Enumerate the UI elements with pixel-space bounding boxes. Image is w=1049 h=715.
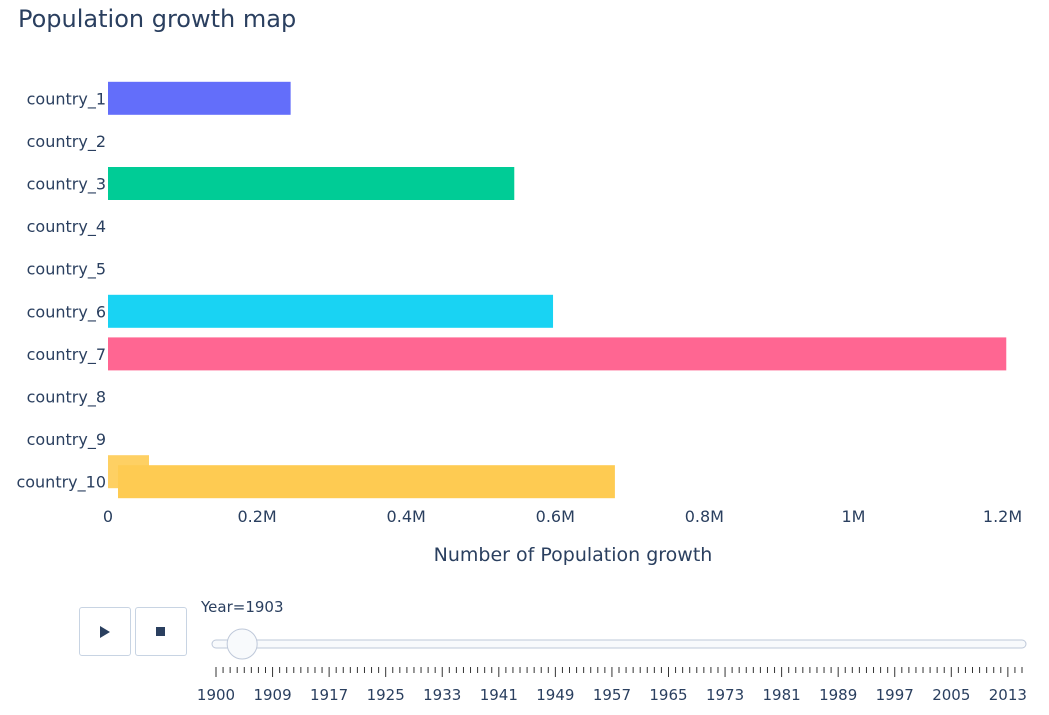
slider-year: 1903 [245, 598, 284, 616]
x-tick-label: 0.4M [387, 507, 426, 526]
y-tick-label: country_1 [27, 89, 106, 109]
slider-handle[interactable] [226, 628, 258, 660]
x-tick-label: 0.6M [536, 507, 575, 526]
slider-tick-label: 2005 [932, 686, 970, 704]
slider-track[interactable] [211, 639, 1027, 649]
slider-tick-label: 1925 [367, 686, 405, 704]
slider-tick-label: 1917 [310, 686, 348, 704]
bar [108, 294, 554, 328]
y-tick-label: country_5 [27, 260, 106, 280]
slider-tick-label: 1933 [423, 686, 461, 704]
slider-tick-label: 1989 [819, 686, 857, 704]
y-tick-label: country_9 [27, 430, 106, 450]
slider-tick-label: 1981 [763, 686, 801, 704]
y-tick-label: country_4 [27, 217, 106, 237]
slider-tick-labels: 1900 1909 1917 1925 1933 1941 1949 1957 1965 1973… [197, 686, 1027, 704]
y-tick-label: country_6 [27, 302, 106, 322]
slider-tick-label: 1965 [649, 686, 687, 704]
slider-tick-label: 1997 [876, 686, 914, 704]
stop-button[interactable] [135, 607, 187, 656]
x-axis-title: Number of Population growth [434, 544, 713, 566]
slider-prefix: Year= [201, 598, 246, 616]
slider-tick-label: 2013 [989, 686, 1027, 704]
slider-tick-label: 1973 [706, 686, 744, 704]
x-axis-labels: 0 0.2M 0.4M 0.6M 0.8M 1M 1.2M [103, 507, 1022, 526]
slider-tick-label: 1941 [480, 686, 518, 704]
slider-tick-label: 1909 [253, 686, 291, 704]
play-icon [100, 625, 110, 638]
y-tick-label: country_10 [16, 473, 106, 493]
y-tick-label: country_3 [27, 175, 106, 195]
bar [118, 465, 615, 499]
x-tick-label: 0.8M [685, 507, 724, 526]
x-tick-label: 0.2M [237, 507, 276, 526]
x-tick-label: 1.2M [983, 507, 1022, 526]
y-tick-label: country_7 [27, 345, 106, 365]
slider-ticks [215, 667, 1023, 677]
slider-tick-label: 1900 [197, 686, 235, 704]
y-tick-label: country_2 [27, 132, 106, 152]
x-tick-label: 1M [841, 507, 865, 526]
bar [108, 167, 515, 200]
slider-tick-label: 1949 [536, 686, 574, 704]
y-tick-label: country_8 [27, 388, 106, 408]
bar [108, 337, 1007, 371]
bars-group [108, 81, 1007, 499]
slider-current-value: Year=1903 [201, 598, 284, 616]
bar [108, 81, 291, 115]
stop-icon [156, 626, 165, 636]
year-slider[interactable]: 1900 1909 1917 1925 1933 1941 1949 1957 1965 1973… [197, 628, 1027, 704]
slider-tick-label: 1957 [593, 686, 631, 704]
chart-title: Population growth map [18, 5, 297, 33]
x-tick-label: 0 [103, 507, 113, 526]
play-button[interactable] [79, 607, 131, 656]
y-axis-labels: country_1 country_2 country_3 country_4coun… [16, 89, 106, 492]
